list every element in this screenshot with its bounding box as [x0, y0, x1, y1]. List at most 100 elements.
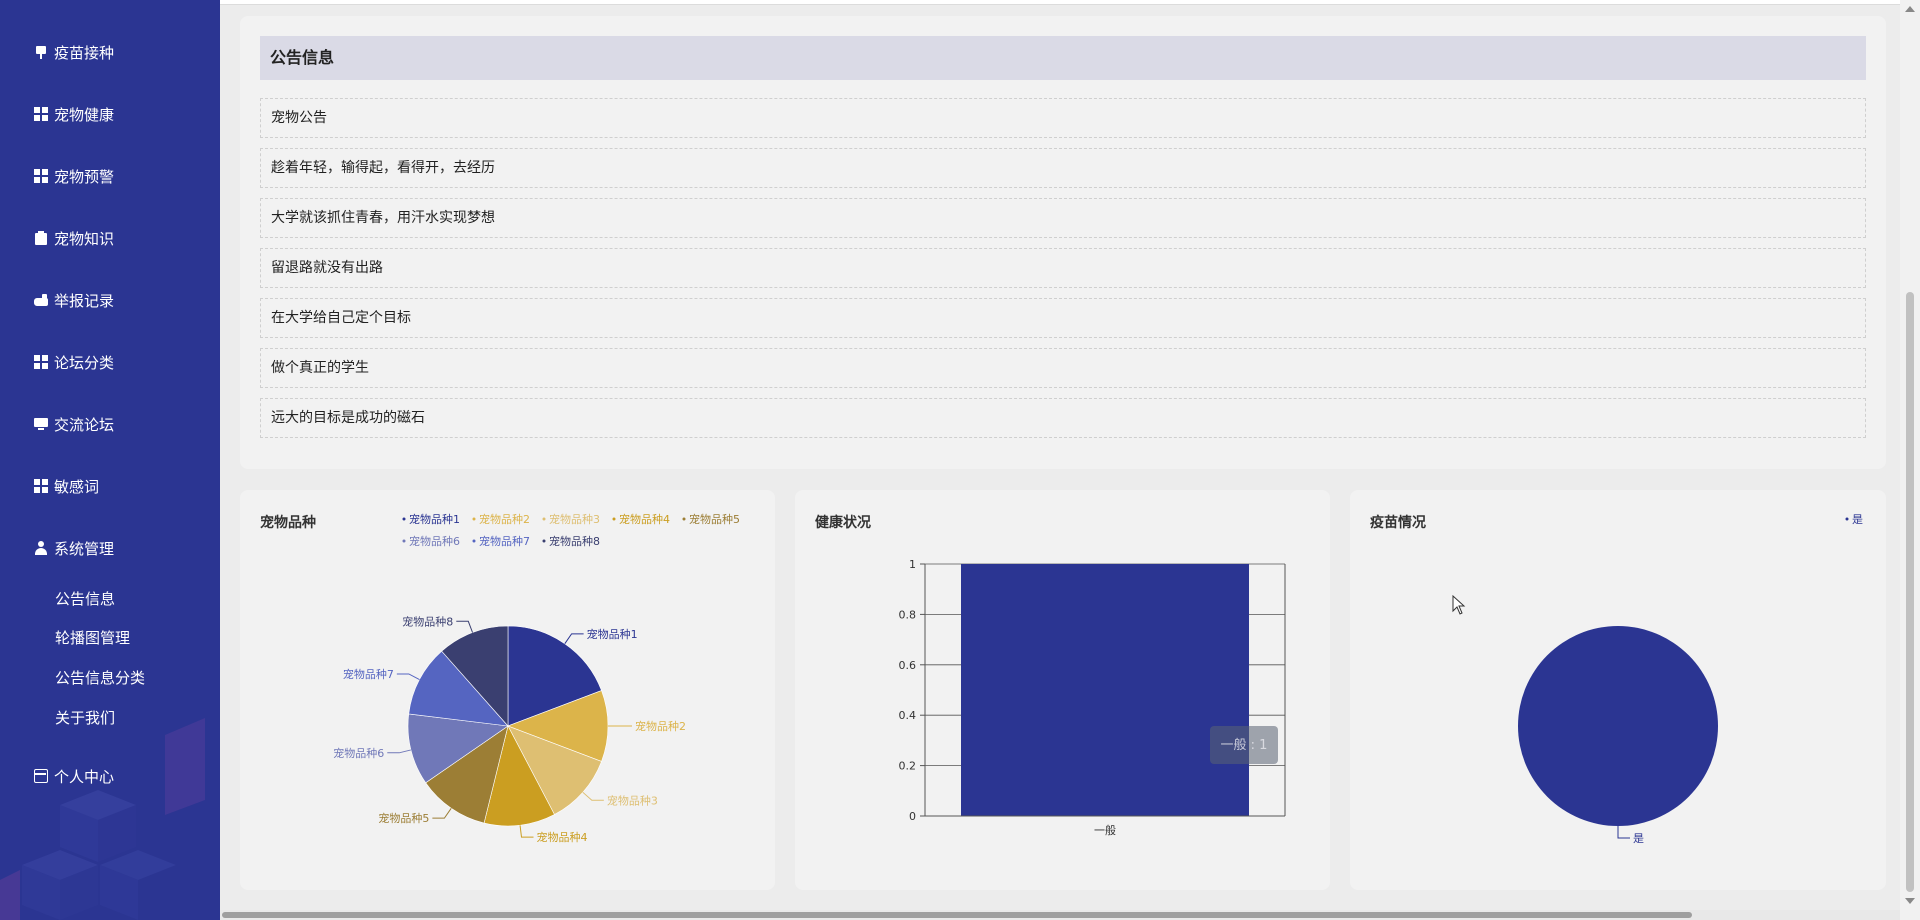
legend-marker [542, 539, 546, 543]
pie-slice [1518, 626, 1718, 826]
health-status-chart-panel: 健康状况 0 0.2 0.4 0.6 0.8 1 一般 一般 : 1 [795, 490, 1330, 890]
notice-panel-title: 公告信息 [260, 36, 1866, 80]
bar [961, 564, 1249, 816]
nav-item-personal-center[interactable]: 个人中心 [34, 761, 114, 791]
legend-label: 宠物品种6 [409, 534, 460, 548]
nav-item-vaccination[interactable]: 疫苗接种 [34, 37, 114, 67]
legend-marker [402, 517, 406, 521]
pet-breed-chart-panel: 宠物品种 宠物品种1 宠物品种2 宠物品种3 宠物品种4 宠物品种5 宠物品种6 宠物品种7… [240, 490, 775, 890]
syringe-icon [34, 45, 48, 59]
notice-item[interactable]: 宠物公告 [260, 98, 1866, 138]
legend-marker [402, 539, 406, 543]
pie-slice [483, 725, 555, 827]
legend-marker [472, 539, 476, 543]
user-icon [34, 541, 48, 555]
sub-item-carousel-management[interactable]: 轮播图管理 [55, 629, 131, 647]
pie-slice-label: 宠物品种6 [333, 746, 384, 760]
y-tick-label: 0 [909, 810, 916, 823]
sub-item-notice-category[interactable]: 公告信息分类 [55, 669, 146, 687]
grid-icon [34, 107, 48, 121]
pie-slice-label: 宠物品种8 [402, 614, 453, 628]
top-bar [220, 0, 1900, 5]
x-tick-label: 一般 [1094, 824, 1116, 837]
y-tick-label: 0.4 [899, 709, 917, 722]
pie-slice [407, 713, 509, 784]
vaccine-status-pie-chart: 是是 [1518, 513, 1863, 845]
nav-item-label: 系统管理 [54, 539, 115, 558]
chart-title: 疫苗情况 [1370, 515, 1426, 531]
chart-title: 健康状况 [815, 515, 871, 531]
pie-slice-label: 宠物品种5 [378, 811, 429, 825]
tooltip-text: 一般 : 1 [1221, 737, 1268, 753]
nav-item-label: 论坛分类 [54, 353, 115, 372]
vaccine-status-chart-panel: 疫苗情况 是是 [1350, 490, 1886, 890]
grid-icon [34, 169, 48, 183]
health-status-bar-chart: 0 0.2 0.4 0.6 0.8 1 一般 一般 : 1 [899, 558, 1286, 837]
pie-slice [507, 725, 602, 815]
hand-icon [34, 293, 48, 307]
chart-title: 宠物品种 [260, 515, 316, 531]
pie-label-line [564, 633, 584, 644]
nav-item-report-records[interactable]: 举报记录 [34, 285, 114, 315]
scroll-down-arrow-icon[interactable] [1905, 898, 1915, 904]
vertical-scrollbar-thumb[interactable] [1906, 292, 1914, 892]
nav-item-label: 个人中心 [54, 767, 115, 786]
nav-item-label: 敏感词 [54, 477, 100, 496]
legend-label: 宠物品种8 [549, 534, 600, 548]
y-tick-label: 0.6 [899, 659, 917, 672]
pie-slice-label: 是 [1633, 832, 1644, 845]
nav-item-sensitive-words[interactable]: 敏感词 [34, 471, 99, 501]
notice-item[interactable]: 做个真正的学生 [260, 348, 1866, 388]
y-tick-label: 0.2 [899, 760, 917, 773]
pie-slice-label: 宠物品种1 [587, 627, 638, 641]
y-tick-label: 1 [909, 558, 916, 571]
pie-label-line [519, 825, 534, 838]
pie-slice [507, 690, 609, 762]
scroll-up-arrow-icon[interactable] [1905, 6, 1915, 12]
nav-item-system-management[interactable]: 系统管理 [34, 533, 114, 563]
pie-slice [507, 625, 602, 727]
nav-item-label: 举报记录 [54, 291, 115, 310]
nav-item-pet-health[interactable]: 宠物健康 [34, 99, 114, 129]
notice-item[interactable]: 远大的目标是成功的磁石 [260, 398, 1866, 438]
legend-label: 宠物品种2 [479, 512, 530, 526]
clipboard-icon [34, 231, 48, 245]
pet-breed-pie-chart: 宠物品种1 宠物品种2 宠物品种3 宠物品种4 宠物品种5 宠物品种6 宠物品种7 宠物品种8… [333, 512, 740, 844]
grid-icon [34, 355, 48, 369]
pie-slice-label: 宠物品种4 [537, 830, 588, 844]
horizontal-scrollbar-thumb[interactable] [222, 912, 1692, 918]
pie-label-line [387, 749, 412, 754]
pie-slice [408, 650, 509, 727]
notice-item[interactable]: 趁着年轻，输得起，看得开，去经历 [260, 148, 1866, 188]
pie-slice-label: 宠物品种7 [343, 667, 394, 681]
nav-item-label: 疫苗接种 [54, 43, 115, 62]
nav-item-forum[interactable]: 交流论坛 [34, 409, 114, 439]
pie-label-line [432, 808, 452, 819]
sub-item-notice-info[interactable]: 公告信息 [55, 590, 116, 608]
notice-item[interactable]: 留退路就没有出路 [260, 248, 1866, 288]
notice-item[interactable]: 大学就该抓住青春，用汗水实现梦想 [260, 198, 1866, 238]
nav-item-forum-category[interactable]: 论坛分类 [34, 347, 114, 377]
legend-marker [542, 517, 546, 521]
nav-item-pet-knowledge[interactable]: 宠物知识 [34, 223, 114, 253]
monitor-icon [34, 417, 48, 431]
legend-label: 是 [1852, 513, 1863, 526]
nav-item-label: 交流论坛 [54, 415, 115, 434]
notice-panel: 公告信息 宠物公告 趁着年轻，输得起，看得开，去经历 大学就该抓住青春，用汗水实… [240, 16, 1886, 469]
notice-item[interactable]: 在大学给自己定个目标 [260, 298, 1866, 338]
nav-item-pet-warning[interactable]: 宠物预警 [34, 161, 114, 191]
legend-label: 宠物品种4 [619, 512, 670, 526]
card-icon [34, 769, 48, 783]
sub-item-about-us[interactable]: 关于我们 [55, 709, 116, 727]
pie-slice [425, 725, 509, 824]
mouse-cursor-icon [1452, 595, 1466, 615]
y-tick-label: 0.8 [899, 608, 917, 621]
grid-icon [34, 479, 48, 493]
legend-label: 宠物品种7 [479, 534, 530, 548]
legend-label: 宠物品种5 [689, 512, 740, 526]
nav-item-label: 宠物预警 [54, 167, 115, 186]
nav-item-label: 宠物健康 [54, 105, 115, 124]
pie-label-line [456, 620, 474, 633]
legend-label: 宠物品种3 [549, 512, 600, 526]
legend-marker [682, 517, 686, 521]
